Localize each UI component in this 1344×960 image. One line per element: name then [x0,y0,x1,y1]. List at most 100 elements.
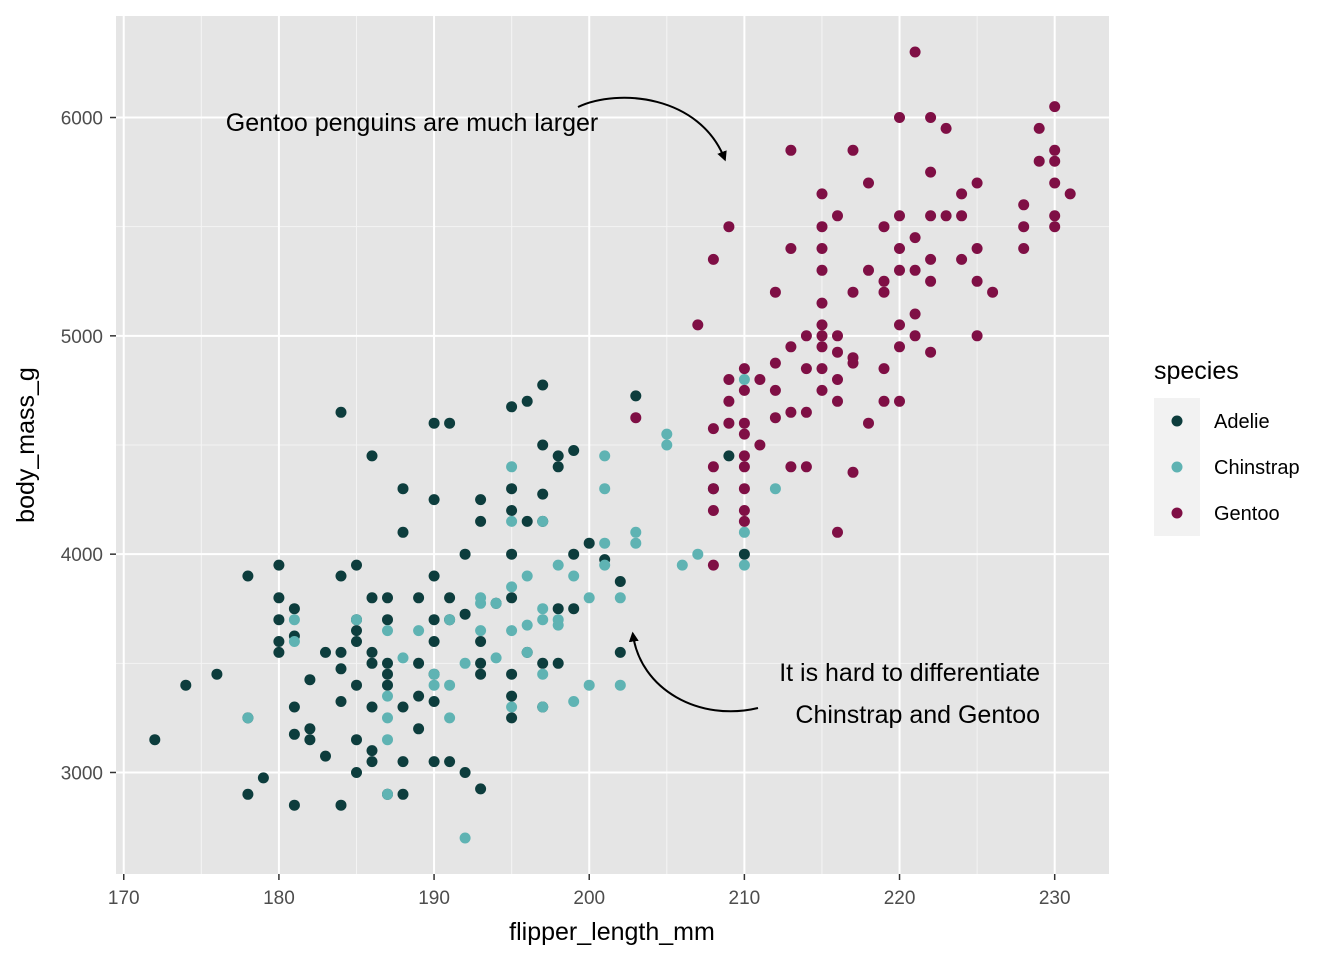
data-point [832,395,843,407]
data-point [785,341,797,353]
data-point [956,188,968,200]
data-point [506,515,518,527]
data-point [335,406,347,418]
data-point [816,341,828,353]
data-point [413,690,425,702]
data-point [1033,155,1045,167]
data-point [707,483,719,495]
data-point [785,406,797,418]
axis-ticks [110,116,1056,880]
data-point [552,559,564,571]
data-point [925,112,937,123]
data-point [537,439,549,451]
data-point [537,488,549,500]
data-point [738,363,750,375]
data-point [630,537,642,549]
data-point [506,505,518,516]
data-point [1033,122,1045,134]
data-point [1049,101,1061,113]
data-point [506,461,518,473]
data-point [878,275,890,287]
data-point [614,679,626,691]
data-point [568,696,580,707]
data-point [738,384,750,396]
data-point [863,177,874,189]
data-point [894,243,905,254]
data-point [583,537,595,549]
data-point [925,166,937,178]
data-point [366,756,378,768]
legend-item-gentoo: Gentoo [1171,503,1280,525]
data-point [351,636,362,647]
data-point [475,783,487,795]
data-point [397,701,409,713]
data-point [382,668,393,680]
legend-title: species [1154,357,1239,385]
data-point [738,505,750,516]
data-point [971,275,983,287]
data-point [971,243,983,254]
x-tick-label: 170 [108,888,140,909]
data-point [661,439,673,451]
data-point [971,330,983,342]
data-point [738,417,750,429]
data-points [149,46,1076,844]
data-point [1049,221,1061,233]
data-point [816,188,828,200]
data-point [738,559,750,571]
data-point [738,450,750,462]
data-point [351,767,362,778]
data-point [723,221,735,233]
data-point [878,286,890,298]
data-point [413,592,425,604]
data-point [785,461,797,473]
data-point [614,646,626,658]
data-point [599,483,611,495]
data-point [397,483,409,495]
data-point [459,657,471,669]
data-point [459,767,471,778]
data-point [149,734,161,746]
data-point [366,745,378,757]
data-point [878,363,890,375]
data-point [816,243,828,254]
data-point [816,264,828,276]
data-point [537,515,549,527]
data-point [630,526,642,538]
x-tick-labels: 170 180 190 200 210 220 230 [108,888,1071,909]
legend-label: Adelie [1214,411,1270,433]
data-point [397,788,409,800]
data-point [723,450,735,462]
data-point [863,417,874,429]
data-point [738,548,750,560]
legend-item-adelie: Adelie [1171,411,1270,433]
data-point [351,614,362,626]
data-point [863,264,874,276]
data-point [428,614,440,626]
data-point [506,625,518,637]
data-point [987,286,999,298]
major-gridlines [116,16,1109,874]
data-point [754,374,766,385]
data-point [894,210,905,222]
data-point [894,112,905,123]
data-point [428,494,440,506]
data-point [552,614,564,626]
data-point [320,646,331,658]
data-point [1018,221,1030,233]
data-point [1049,210,1061,222]
data-point [382,734,393,746]
data-point [925,346,937,358]
data-point [537,379,549,391]
data-point [537,668,549,680]
series-chinstrap [242,374,781,844]
data-point [273,614,285,626]
data-point [242,788,254,800]
data-point [816,297,828,309]
data-point [366,657,378,669]
data-point [769,412,781,424]
y-tick-label: 4000 [61,545,103,566]
y-tick-label: 3000 [61,763,103,784]
data-point [366,646,378,658]
data-point [506,701,518,713]
